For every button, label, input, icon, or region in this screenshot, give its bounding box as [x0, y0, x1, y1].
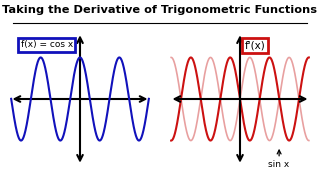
Text: sin x: sin x	[268, 160, 290, 169]
Text: Taking the Derivative of Trigonometric Functions: Taking the Derivative of Trigonometric F…	[3, 5, 317, 15]
Text: f'(x): f'(x)	[245, 40, 266, 50]
Text: f(x) = cos x: f(x) = cos x	[20, 40, 73, 49]
